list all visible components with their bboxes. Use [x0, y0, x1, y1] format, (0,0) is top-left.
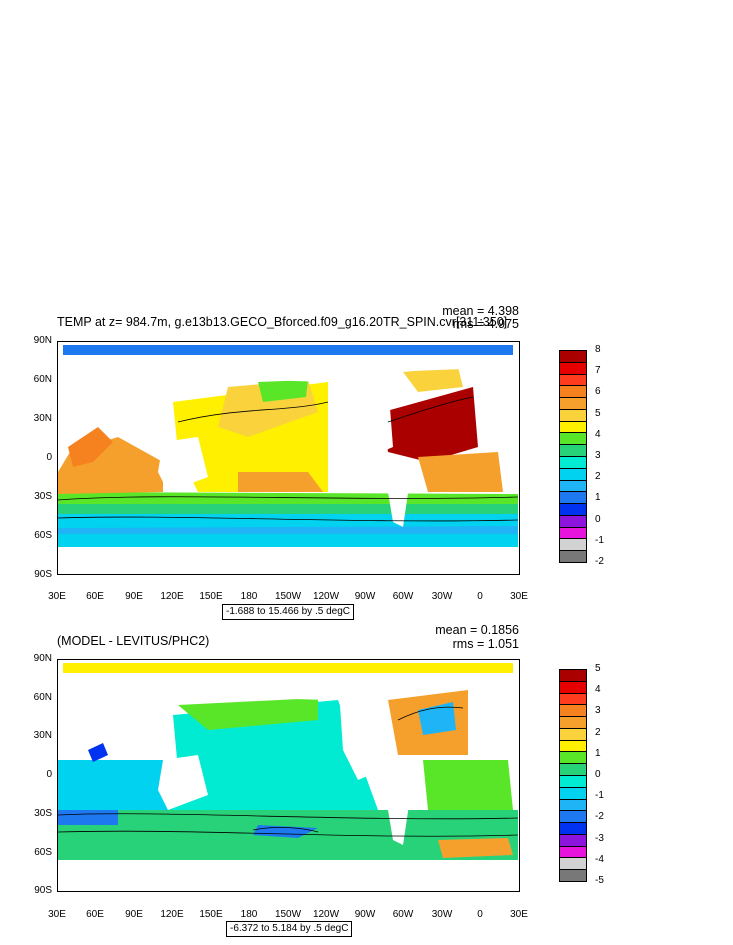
x-tick-label: 90E: [125, 591, 143, 602]
panel-2-title: (MODEL - LEVITUS/PHC2): [57, 634, 210, 648]
colorbar-label: 3: [595, 450, 601, 461]
colorbar-label: 5: [595, 407, 601, 419]
x-tick-label: 120E: [160, 909, 184, 920]
colorbar-label: -5: [595, 875, 604, 886]
x-tick-label: 150E: [199, 909, 223, 920]
panel-1-title: TEMP at z= 984.7m, g.e13b13.GECO_Bforced…: [57, 315, 508, 329]
colorbar-label: -1: [595, 790, 604, 802]
x-tick-label: 30W: [431, 591, 453, 602]
x-tick-label: 90W: [354, 909, 376, 920]
colorbar-label: 8: [595, 344, 601, 355]
x-tick-label: 30E: [48, 591, 66, 602]
x-tick-label: 180: [240, 591, 258, 602]
colorbar-2: 5 4 3 2 1 0 -1 -2 -3 -4 -5: [559, 664, 604, 886]
x-tick-label: 180: [240, 909, 258, 920]
contour-info-box-2: -6.372 to 5.184 by .5 degC: [226, 921, 353, 937]
y-tick-label: 90S: [34, 569, 52, 580]
y-tick-label: 30S: [34, 808, 52, 819]
y-tick-label: 90N: [33, 335, 52, 346]
colorbar-label: -2: [595, 811, 604, 823]
x-tick-label: 60E: [86, 591, 104, 602]
x-tick-label: 120E: [160, 591, 184, 602]
y-tick-label: 30S: [34, 491, 52, 502]
colorbar-swatch: [559, 550, 587, 563]
colorbar-swatch: [559, 869, 587, 882]
map-field-2: [58, 660, 518, 890]
colorbar-label: 1: [595, 492, 601, 504]
colorbar-label: 2: [595, 471, 601, 483]
colorbar-label: -4: [595, 853, 604, 865]
colorbar-label: 3: [595, 705, 601, 717]
colorbar-label: -1: [595, 534, 604, 546]
y-tick-label: 60N: [33, 374, 52, 385]
y-tick-label: 0: [46, 452, 52, 463]
panel-2-mean: mean = 0.1856: [435, 623, 519, 637]
y-tick-label: 90S: [34, 885, 52, 896]
y-tick-label: 90N: [33, 653, 52, 664]
x-tick-label: 150E: [199, 591, 223, 602]
y-tick-label: 30N: [33, 413, 52, 424]
panel-2-rms: rms = 1.051: [452, 637, 519, 651]
colorbar-label: 7: [595, 365, 601, 377]
colorbar-label: 1: [595, 747, 601, 759]
x-tick-label: 90E: [125, 909, 143, 920]
colorbar-label: 4: [595, 428, 601, 440]
x-tick-label: 0: [477, 591, 483, 602]
x-tick-label: 60W: [392, 909, 414, 920]
x-tick-label: 30W: [431, 909, 453, 920]
colorbar-1: 8 7 6 5 4 3 2 1 0 -1 -2: [559, 345, 604, 567]
x-tick-label: 150W: [274, 909, 302, 920]
y-tick-label: 60S: [34, 847, 52, 858]
colorbar-label: 0: [595, 513, 601, 525]
panel-1-mean: mean = 4.398: [442, 304, 519, 318]
x-tick-label: 90W: [354, 591, 376, 602]
map-field-1: [58, 342, 518, 573]
y-tick-label: 30N: [33, 730, 52, 741]
map-plot-2: [57, 659, 520, 892]
map-plot-1: [57, 341, 520, 575]
y-tick-label: 60N: [33, 692, 52, 703]
colorbar-label: 2: [595, 726, 601, 738]
contour-info-box-1: -1.688 to 15.466 by .5 degC: [222, 604, 354, 620]
x-tick-label: 120W: [312, 591, 340, 602]
x-tick-label: 150W: [274, 591, 302, 602]
y-tick-label: 0: [46, 769, 52, 780]
x-tick-label: 60E: [86, 909, 104, 920]
x-tick-label: 0: [477, 909, 483, 920]
x-tick-label: 30E: [48, 909, 66, 920]
x-tick-label: 120W: [312, 909, 340, 920]
x-tick-label: 30E: [510, 591, 528, 602]
colorbar-label: 5: [595, 663, 601, 674]
colorbar-label: 6: [595, 386, 601, 398]
y-tick-label: 60S: [34, 530, 52, 541]
colorbar-label: 0: [595, 769, 601, 780]
colorbar-label: -2: [595, 556, 604, 567]
x-tick-label: 30E: [510, 909, 528, 920]
x-tick-label: 60W: [392, 591, 414, 602]
colorbar-label: -3: [595, 832, 604, 844]
panel-1-rms: rms = 4.975: [452, 317, 519, 331]
colorbar-label: 4: [595, 684, 601, 696]
